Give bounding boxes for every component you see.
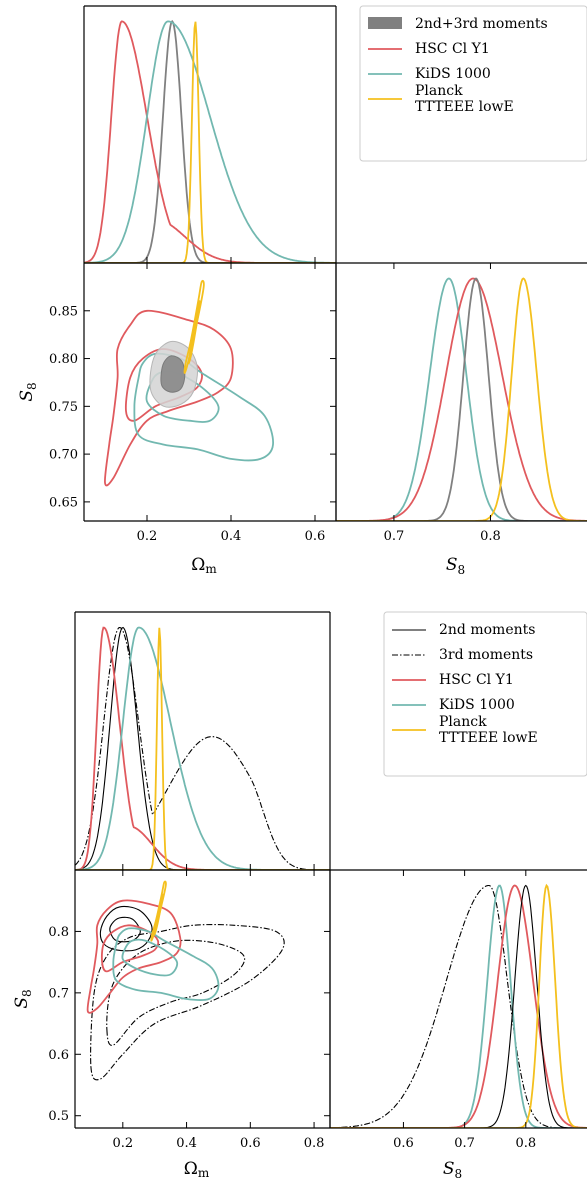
bottom-2d-kids-level-2 — [121, 938, 179, 977]
bottom-om-1d-frame — [74, 611, 331, 871]
top-legend-label-hsc: HSC Cl Y1 — [415, 41, 490, 57]
bottom-s8-1d-kids-curve — [330, 884, 587, 1128]
top-2d-hsc-level-2 — [124, 348, 203, 422]
top-om-1d-frame — [83, 5, 337, 264]
bottom-xlabel-s8-sub: 8 — [455, 1167, 463, 1181]
top-xlabel-omega-m: Ωm — [191, 555, 217, 576]
bottom-2d-third-level-2 — [106, 939, 246, 1046]
bottom-2d-s8-ytick-label: 0.6 — [48, 1048, 69, 1063]
bottom-s8-1d-xtick-label: 0.7 — [454, 1136, 475, 1151]
top-2d-om-xtick-label: 0.4 — [221, 529, 242, 544]
bottom-om-1d-second-curve — [75, 626, 330, 870]
top-s8-1d-planck-curve — [336, 277, 587, 521]
top-legend-label-planck: Planck — [415, 83, 463, 99]
top-ylabel-s8-sub: 8 — [25, 382, 39, 390]
bottom-s8-1d-curves — [330, 883, 587, 1128]
bottom-2d-s8-ytick-label: 0.7 — [48, 986, 69, 1001]
top-2d-planck-level-2 — [188, 300, 201, 365]
top-om-s8-2d: 0.2 0.4 0.6 0.65 0.70 0.75 0.80 0.85 — [49, 263, 336, 544]
bottom-s8-1d-planck-curve — [330, 883, 587, 1128]
bottom-legend-label2-planck: TTTEEE lowE — [439, 730, 538, 746]
top-2d-s8-ytick-label: 0.65 — [49, 495, 78, 510]
top-om-1d-combined-curve — [84, 19, 336, 263]
top-xlabel-s8: S8 — [446, 555, 465, 577]
top-xlabel-s8-sub: 8 — [458, 563, 466, 577]
bottom-2d-frame — [74, 869, 331, 1129]
bottom-s8-1d-hsc-curve — [330, 884, 587, 1128]
top-legend-label-kids: KiDS 1000 — [415, 66, 491, 82]
bottom-s8-1d-frame — [329, 869, 587, 1129]
bottom-s8-1d-second-curve — [330, 884, 587, 1128]
bottom-s8-1d-xtick-label: 0.6 — [393, 1136, 414, 1151]
bottom-legend-label-kids: KiDS 1000 — [439, 697, 515, 713]
bottom-2d-om-xtick-label: 0.4 — [176, 1136, 197, 1151]
bottom-legend-label-planck: Planck — [439, 714, 487, 730]
top-s8-1d-frame — [335, 262, 587, 522]
top-2d-s8-ytick-label: 0.85 — [49, 304, 78, 319]
top-2d-om-xtick-label: 0.6 — [305, 529, 326, 544]
top-2d-om-xtick-label: 0.2 — [137, 529, 158, 544]
bottom-s8-1d-third-curve — [330, 884, 587, 1128]
top-legend-frame — [359, 5, 587, 162]
top-s8-1d-xtick-label: 0.7 — [384, 529, 405, 544]
top-legend-patch — [368, 17, 402, 29]
top-om-1d-kids-curve — [84, 20, 336, 263]
top-om-1d-curves — [84, 19, 336, 263]
bottom-s8-1d: 0.6 0.7 0.8 — [330, 870, 587, 1151]
bottom-xlabel-s8: S8 — [443, 1159, 462, 1181]
top-2d-s8-ytick-label: 0.80 — [49, 352, 78, 367]
bottom-2d-om-xtick-label: 0.8 — [304, 1136, 325, 1151]
top-corner-panel: 0.2 0.4 0.6 0.65 0.70 0.75 0.80 0.85 0.7 0.8 Ωm S8 S… — [17, 5, 587, 577]
bottom-legend-label-third: 3rd moments — [439, 647, 533, 663]
top-2d-contours — [104, 279, 274, 487]
bottom-2d-planck-level-2 — [153, 893, 164, 936]
top-2d-frame — [83, 262, 337, 522]
top-2d-s8-ytick-label: 0.70 — [49, 448, 78, 463]
top-om-1d-planck-curve — [84, 21, 336, 263]
bottom-2d-hsc-level-2 — [100, 924, 160, 973]
top-s8-1d-curves — [336, 277, 587, 521]
bottom-om-1d-kids-curve — [75, 626, 330, 870]
bottom-2d-third-level-1 — [90, 924, 285, 1081]
bottom-xlabel-omega-m: Ωm — [184, 1159, 210, 1180]
top-s8-1d-combined-curve — [336, 277, 587, 521]
bottom-ylabel-s8: S8 — [12, 989, 34, 1008]
bottom-om-1d-hsc-curve — [75, 626, 330, 870]
bottom-2d-om-xtick-label: 0.6 — [240, 1136, 261, 1151]
bottom-2d-contours — [86, 880, 285, 1081]
bottom-2d-hsc-level-1 — [86, 899, 182, 1014]
bottom-om-1d-third-curve — [75, 627, 330, 870]
top-2d-combined-level-2 — [160, 355, 186, 393]
top-ylabel-s8: S8 — [17, 382, 39, 401]
bottom-legend-frame — [383, 611, 587, 777]
bottom-2d-s8-ytick-label: 0.8 — [48, 925, 69, 940]
bottom-s8-1d-xtick-label: 0.8 — [515, 1136, 536, 1151]
bottom-xlabel-omega-m-sub: m — [198, 1166, 210, 1180]
bottom-ylabel-s8-sub: 8 — [20, 989, 34, 997]
top-2d-hsc-level-1 — [104, 309, 234, 487]
top-2d-s8-ytick-label: 0.75 — [49, 400, 78, 415]
top-s8-1d: 0.7 0.8 — [336, 263, 587, 544]
bottom-om-s8-2d: 0.2 0.4 0.6 0.8 0.5 0.6 0.7 0.8 — [48, 870, 330, 1151]
bottom-legend-label-second: 2nd moments — [439, 622, 535, 638]
top-om-1d-hsc-curve — [84, 20, 336, 263]
top-legend-label-combined: 2nd+3rd moments — [415, 16, 548, 32]
bottom-2d-s8-ytick-label: 0.5 — [48, 1109, 69, 1124]
bottom-om-1d-curves — [75, 626, 330, 870]
top-s8-1d-xtick-label: 0.8 — [480, 529, 501, 544]
bottom-2d-om-xtick-label: 0.2 — [112, 1136, 133, 1151]
bottom-2d-kids-level-1 — [112, 927, 220, 1002]
top-om-1d — [84, 19, 336, 263]
top-xlabel-omega-m-sub: m — [205, 562, 217, 576]
bottom-om-1d — [75, 626, 330, 870]
bottom-corner-panel: 0.2 0.4 0.6 0.8 0.5 0.6 0.7 0.8 0.6 0.7 0.8 Ωm S8 S8 2… — [12, 611, 587, 1181]
bottom-legend-label-hsc: HSC Cl Y1 — [439, 672, 514, 688]
top-legend-label2-planck: TTTEEE lowE — [415, 99, 514, 115]
